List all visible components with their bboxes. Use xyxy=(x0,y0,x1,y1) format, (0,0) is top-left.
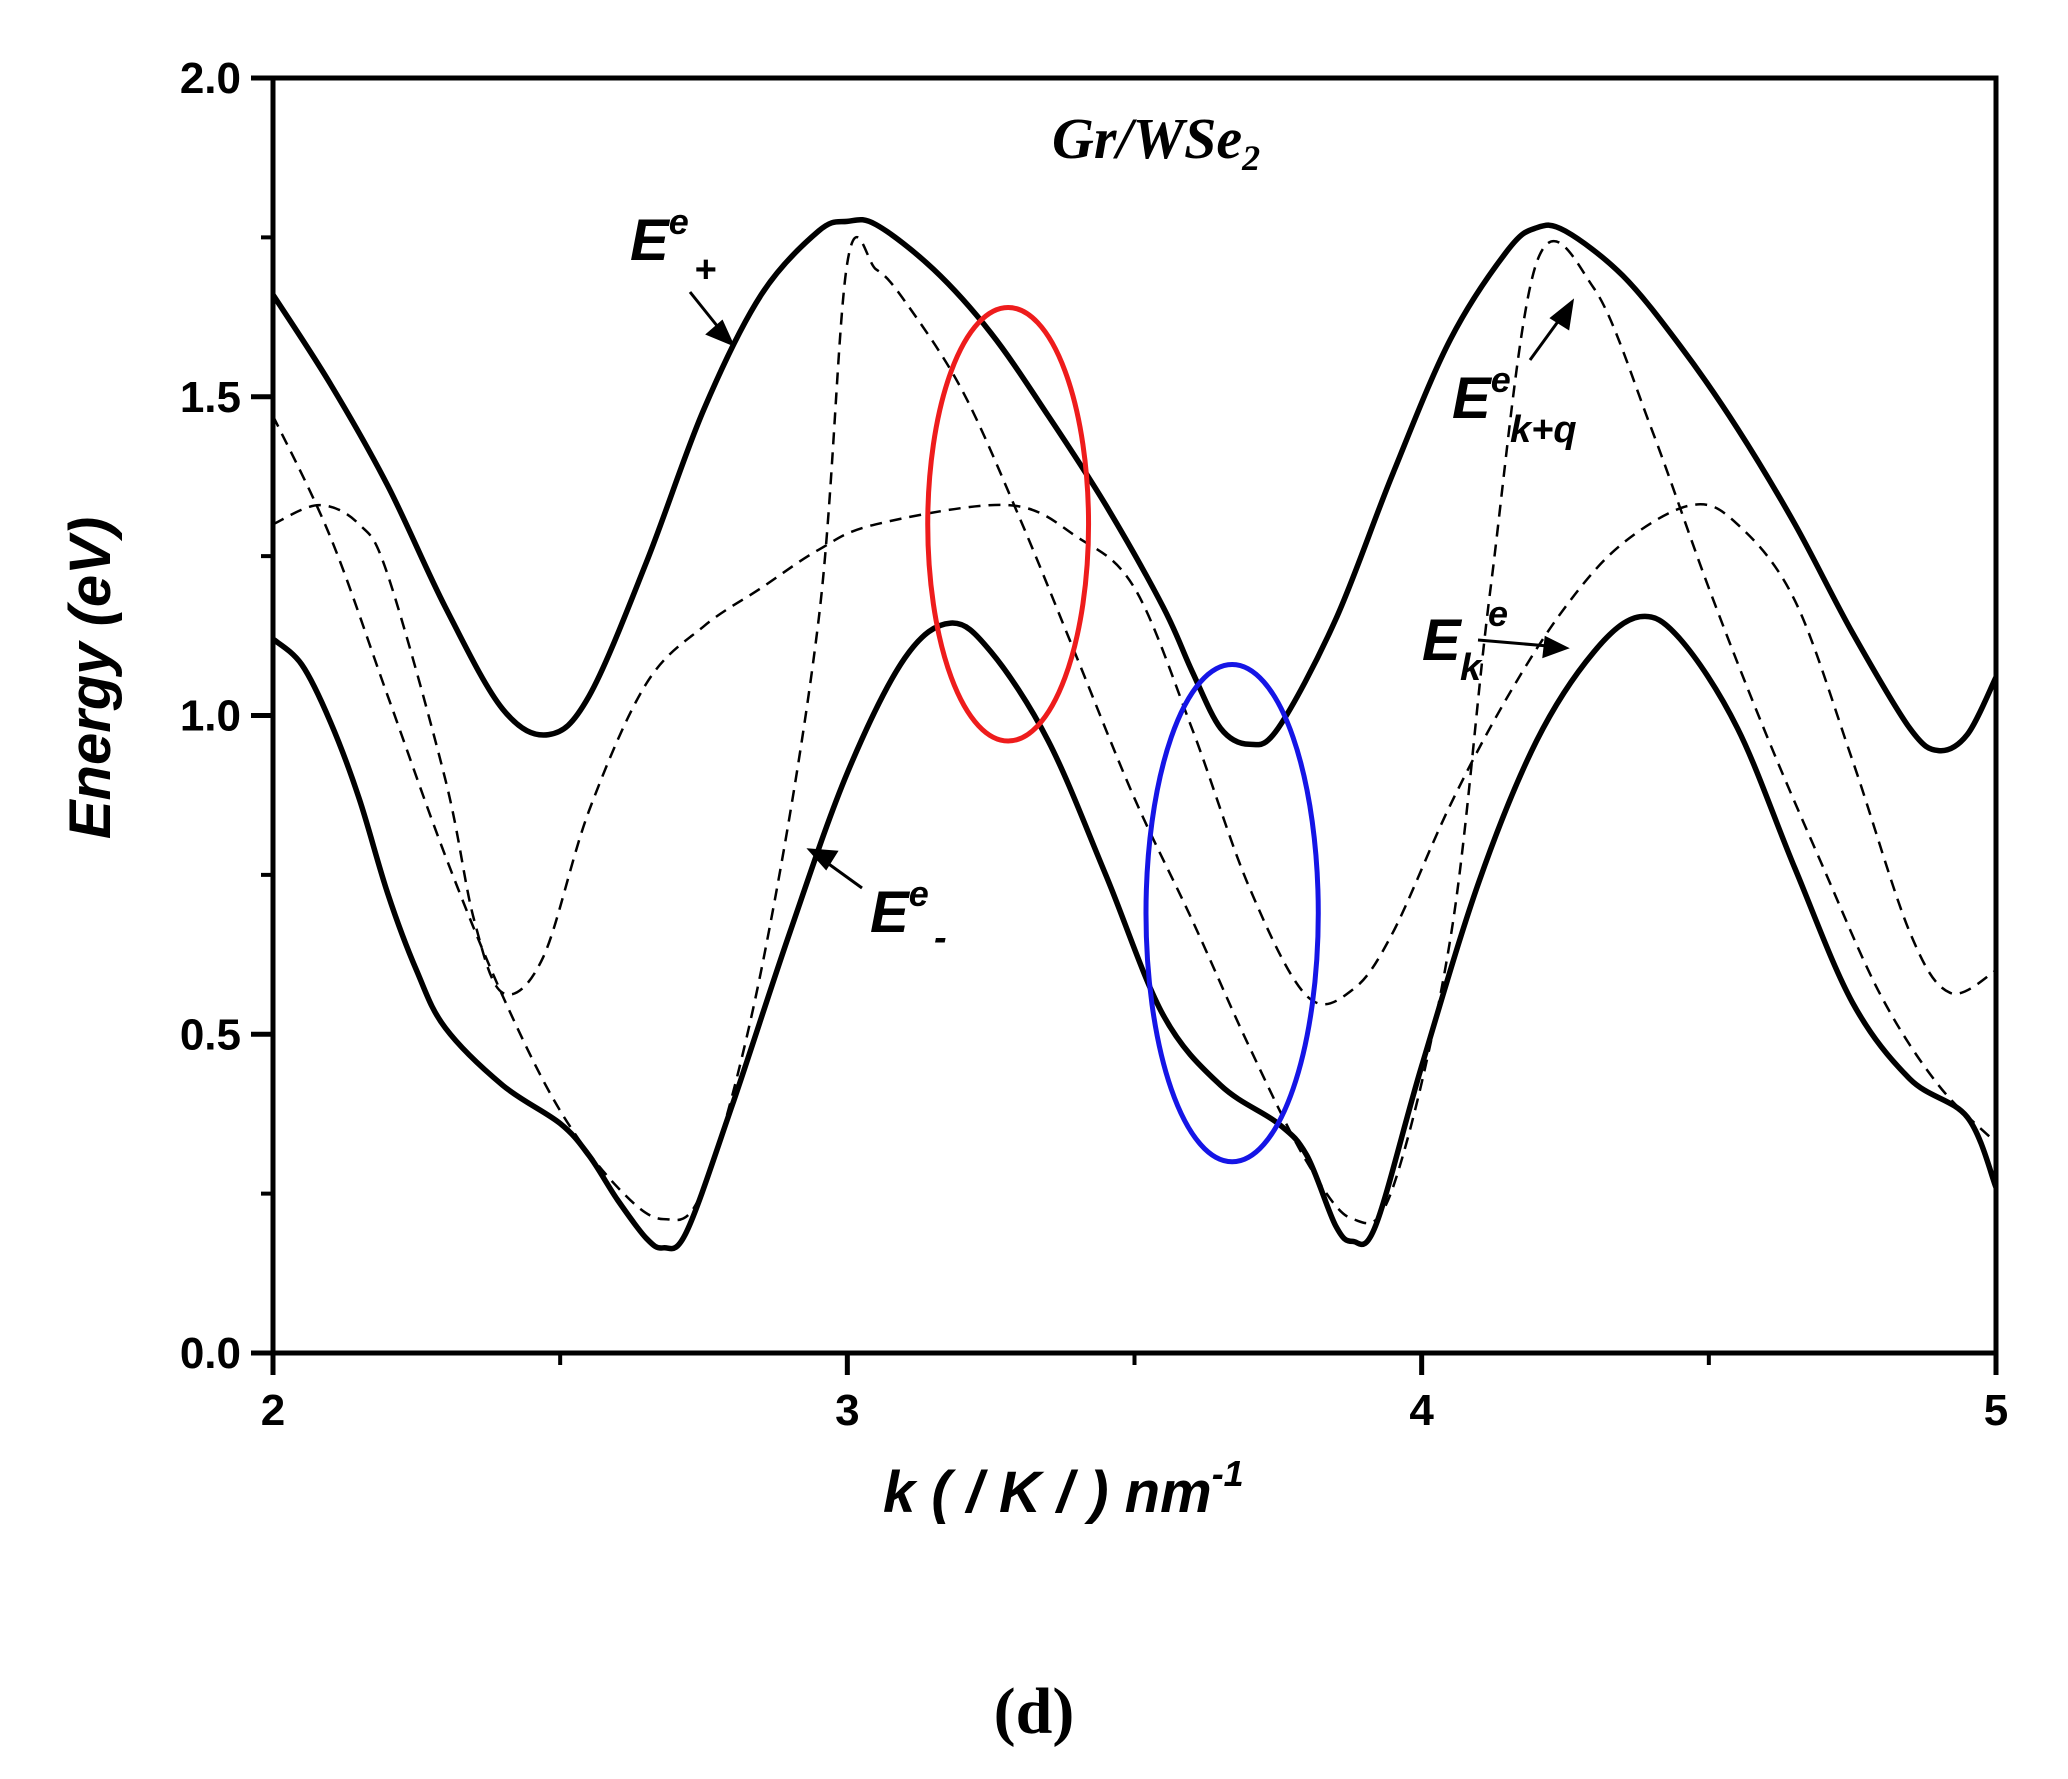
annotation-arrows xyxy=(688,291,1575,890)
plot-frame xyxy=(270,75,1999,1356)
arrow-e-k xyxy=(1477,638,1549,648)
chart-title-main: Gr/WSe xyxy=(1052,106,1242,171)
series-layer xyxy=(270,216,1999,1252)
y-axis-title: Energy (eV) xyxy=(58,517,123,839)
arrow-e-minus-head xyxy=(806,848,839,871)
x-tick-label: 3 xyxy=(835,1386,859,1435)
chart-title: Gr/WSe2 xyxy=(1052,106,1260,178)
x-tick-label: 4 xyxy=(1409,1386,1434,1435)
panel-label: (d) xyxy=(994,1675,1075,1748)
annotation-e-plus: Ee+ xyxy=(630,201,716,291)
highlight-ellipses xyxy=(925,305,1321,1165)
series-line-ek-qe xyxy=(271,235,1997,1225)
arrow-e-k-head xyxy=(1542,635,1570,659)
arrow-e-kq xyxy=(1528,315,1564,361)
x-tick-labels: 2 3 4 5 xyxy=(261,1386,2008,1435)
series-line-e-e xyxy=(270,216,1999,754)
x-tick-label: 5 xyxy=(1984,1386,2008,1435)
annotation-e-kq: Eek+q xyxy=(1452,359,1577,451)
highlight-ellipse-1 xyxy=(925,305,1092,744)
major-ticks xyxy=(251,75,1999,1375)
y-tick-label: 2.0 xyxy=(180,54,241,103)
arrow-e-kq-head xyxy=(1549,298,1575,331)
minor-ticks xyxy=(261,235,1711,1365)
arrow-e-minus xyxy=(825,860,863,890)
series-line-eke xyxy=(272,503,1997,1006)
x-tick-label: 2 xyxy=(261,1386,285,1435)
y-tick-label: 0.5 xyxy=(180,1010,241,1059)
chart-title-sub: 2 xyxy=(1241,138,1260,178)
y-tick-label: 1.0 xyxy=(180,692,241,741)
annotation-e-minus: Ee- xyxy=(870,873,947,959)
highlight-ellipse-2 xyxy=(1143,662,1321,1165)
y-tick-labels: 0.0 0.5 1.0 1.5 2.0 xyxy=(180,54,241,1378)
x-axis-title: k ( / K / ) nm-1 xyxy=(883,1453,1244,1525)
x-axis-title-main: k ( / K / ) nm xyxy=(883,1460,1212,1525)
y-tick-label: 1.5 xyxy=(180,373,241,422)
arrow-e-plus-head xyxy=(705,319,735,347)
y-tick-label: 0.0 xyxy=(180,1329,241,1378)
x-axis-title-sup: -1 xyxy=(1212,1453,1244,1494)
series-line-e-e xyxy=(271,613,1999,1252)
